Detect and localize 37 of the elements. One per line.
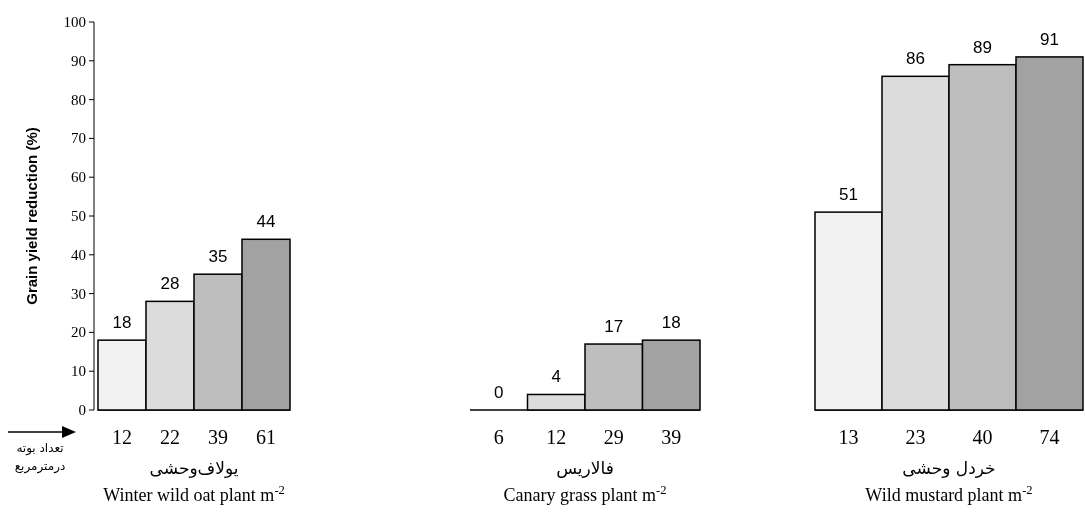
y-tick-label: 80	[71, 91, 86, 108]
x-tick-label: 40	[972, 426, 993, 448]
x-tick-label: 6	[493, 426, 504, 448]
y-tick-label: 50	[71, 208, 86, 224]
x-tick-label: 12	[546, 426, 567, 448]
x-tick-label: 13	[838, 426, 859, 448]
x-tick-label: 74	[1039, 426, 1060, 448]
y-tick-label: 70	[71, 130, 86, 147]
y-tick-label: 60	[71, 169, 86, 186]
text: تعداد بوته درمترمربع	[14, 441, 66, 474]
x-tick-label: 29	[603, 426, 624, 448]
data-label: 4	[551, 367, 561, 387]
data-label: 17	[604, 317, 624, 337]
data-label: 28	[160, 274, 180, 294]
data-label: 44	[256, 212, 276, 232]
x-tick-label: 12	[112, 426, 132, 448]
y-tick-label: 20	[71, 324, 86, 341]
data-label: 91	[1040, 29, 1059, 49]
y-tick-label: 100	[63, 14, 86, 30]
data-label: 86	[906, 49, 925, 69]
data-label: 18	[661, 313, 681, 333]
data-label: 0	[494, 383, 504, 402]
data-label: 35	[208, 247, 228, 267]
y-tick-label: 0	[78, 402, 86, 418]
y-tick-label: 10	[71, 363, 86, 380]
data-label: 89	[973, 37, 992, 57]
x-tick-label: 61	[256, 426, 276, 448]
x-tick-label: 23	[905, 426, 926, 448]
y-axis-title: Grain yield reduction (%)	[23, 127, 40, 305]
y-tick-label: 30	[71, 285, 86, 302]
x-tick-label: 39	[208, 426, 228, 448]
x-tick-label: 22	[160, 426, 180, 448]
y-tick-label: 90	[71, 52, 86, 69]
y-tick-label: 40	[71, 246, 86, 263]
x-tick-label: 39	[661, 426, 682, 448]
data-label: 18	[112, 313, 132, 333]
data-label: 51	[839, 185, 858, 205]
